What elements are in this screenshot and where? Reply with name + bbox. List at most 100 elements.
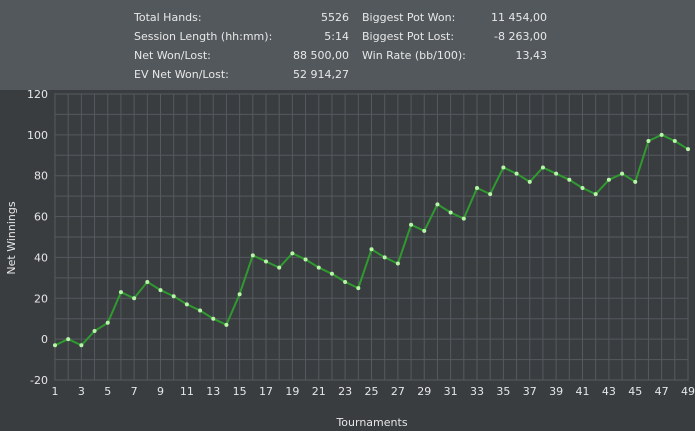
data-point	[409, 222, 414, 227]
x-tick-label: 35	[496, 385, 510, 398]
data-point	[79, 343, 84, 348]
data-point	[659, 132, 664, 137]
data-point	[580, 185, 585, 190]
data-point	[435, 202, 440, 207]
x-tick-label: 21	[312, 385, 326, 398]
x-tick-label: 19	[285, 385, 299, 398]
data-point	[105, 320, 110, 325]
data-point	[475, 185, 479, 190]
data-point	[514, 171, 519, 176]
x-tick-label: 29	[417, 385, 431, 398]
data-points	[53, 132, 690, 348]
x-axis-title: Tournaments	[335, 416, 407, 429]
x-tick-label: 5	[104, 385, 111, 398]
x-tick-label: 47	[655, 385, 669, 398]
data-point	[540, 165, 545, 170]
data-point	[633, 179, 638, 184]
data-point	[567, 177, 572, 182]
x-tick-label: 1	[52, 385, 59, 398]
x-tick-label: 13	[206, 385, 220, 398]
data-point	[184, 302, 189, 307]
data-point	[303, 257, 308, 262]
x-tick-label: 45	[628, 385, 642, 398]
stat-value: 5:14	[324, 30, 349, 43]
data-point	[369, 247, 374, 252]
y-tick-label: -20	[30, 374, 48, 387]
data-point	[92, 328, 97, 333]
x-tick-label: 33	[470, 385, 484, 398]
data-point	[395, 261, 400, 266]
x-tick-label: 15	[233, 385, 247, 398]
x-tick-label: 37	[523, 385, 537, 398]
data-point	[672, 138, 677, 143]
y-tick-label: 120	[27, 88, 48, 101]
x-tick-label: 17	[259, 385, 273, 398]
y-axis-title: Net Winnings	[5, 201, 18, 274]
data-point	[501, 165, 506, 170]
y-tick-label: 40	[34, 251, 48, 264]
y-tick-label: 80	[34, 170, 48, 183]
data-point	[237, 292, 242, 297]
x-tick-label: 25	[365, 385, 379, 398]
stat-label: EV Net Won/Lost:	[134, 68, 229, 81]
data-point	[145, 279, 150, 284]
data-point	[554, 171, 559, 176]
data-point	[290, 251, 295, 256]
y-tick-label: 100	[27, 129, 48, 142]
y-tick-label: 20	[34, 292, 48, 305]
x-tick-label: 3	[78, 385, 85, 398]
data-point	[329, 271, 334, 276]
x-tick-label: 49	[681, 385, 695, 398]
data-point	[171, 294, 176, 299]
x-tick-label: 43	[602, 385, 616, 398]
data-point	[224, 322, 229, 327]
x-tick-label: 9	[157, 385, 164, 398]
data-point	[686, 147, 690, 152]
y-tick-labels: -20 0 20 40 60 80 100 120	[27, 88, 48, 387]
stat-label: Session Length (hh:mm):	[134, 30, 273, 43]
x-tick-label: 27	[391, 385, 405, 398]
data-point	[488, 192, 493, 197]
y-tick-label: 60	[34, 211, 48, 224]
data-point	[277, 265, 282, 270]
data-point	[593, 192, 598, 197]
stat-label: Win Rate (bb/100):	[362, 49, 466, 62]
data-point	[422, 228, 427, 233]
stat-value: 5526	[321, 11, 349, 24]
stat-label: Net Won/Lost:	[134, 49, 211, 62]
data-point	[132, 296, 137, 301]
data-point	[620, 171, 625, 176]
stat-value: -8 263,00	[494, 30, 547, 43]
y-tick-label: 0	[41, 333, 48, 346]
data-point	[316, 265, 321, 270]
data-point	[382, 255, 387, 260]
data-point	[118, 290, 123, 295]
data-point	[250, 253, 255, 258]
stat-value: 52 914,27	[293, 68, 349, 81]
data-point	[343, 279, 348, 284]
stat-value: 11 454,00	[491, 11, 547, 24]
stat-label: Biggest Pot Won:	[362, 11, 456, 24]
x-tick-label: 23	[338, 385, 352, 398]
stat-label: Total Hands:	[134, 11, 202, 24]
data-point	[461, 216, 466, 221]
data-point	[606, 177, 611, 182]
data-point	[158, 288, 163, 293]
data-point	[198, 308, 203, 313]
x-tick-label: 7	[131, 385, 138, 398]
data-point	[356, 286, 361, 291]
grid	[54, 93, 689, 381]
x-tick-label: 39	[549, 385, 563, 398]
x-tick-label: 41	[576, 385, 590, 398]
x-tick-labels: 1 3 5 7 9 11 13 15 17 19 21 23 25 27 29 31 33 35 37 39 41 43 4…	[52, 385, 695, 398]
data-point	[264, 259, 268, 264]
data-point	[646, 138, 651, 143]
data-point	[211, 316, 216, 321]
data-point	[53, 343, 57, 348]
x-tick-label: 31	[444, 385, 458, 398]
data-point	[527, 179, 532, 184]
x-tick-label: 11	[180, 385, 194, 398]
stat-value: 88 500,00	[293, 49, 349, 62]
stats-panel: Total Hands: 5526 Session Length (hh:mm): 5…	[0, 0, 695, 90]
